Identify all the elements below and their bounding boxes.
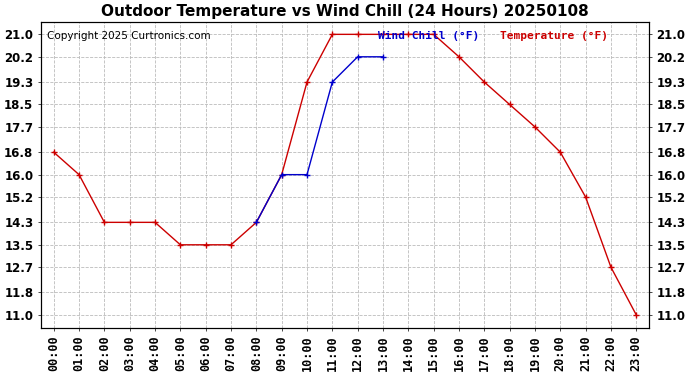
- Title: Outdoor Temperature vs Wind Chill (24 Hours) 20250108: Outdoor Temperature vs Wind Chill (24 Ho…: [101, 4, 589, 19]
- Text: Wind Chill (°F): Wind Chill (°F): [378, 31, 480, 41]
- Text: Copyright 2025 Curtronics.com: Copyright 2025 Curtronics.com: [47, 31, 210, 41]
- Text: Temperature (°F): Temperature (°F): [500, 31, 608, 41]
